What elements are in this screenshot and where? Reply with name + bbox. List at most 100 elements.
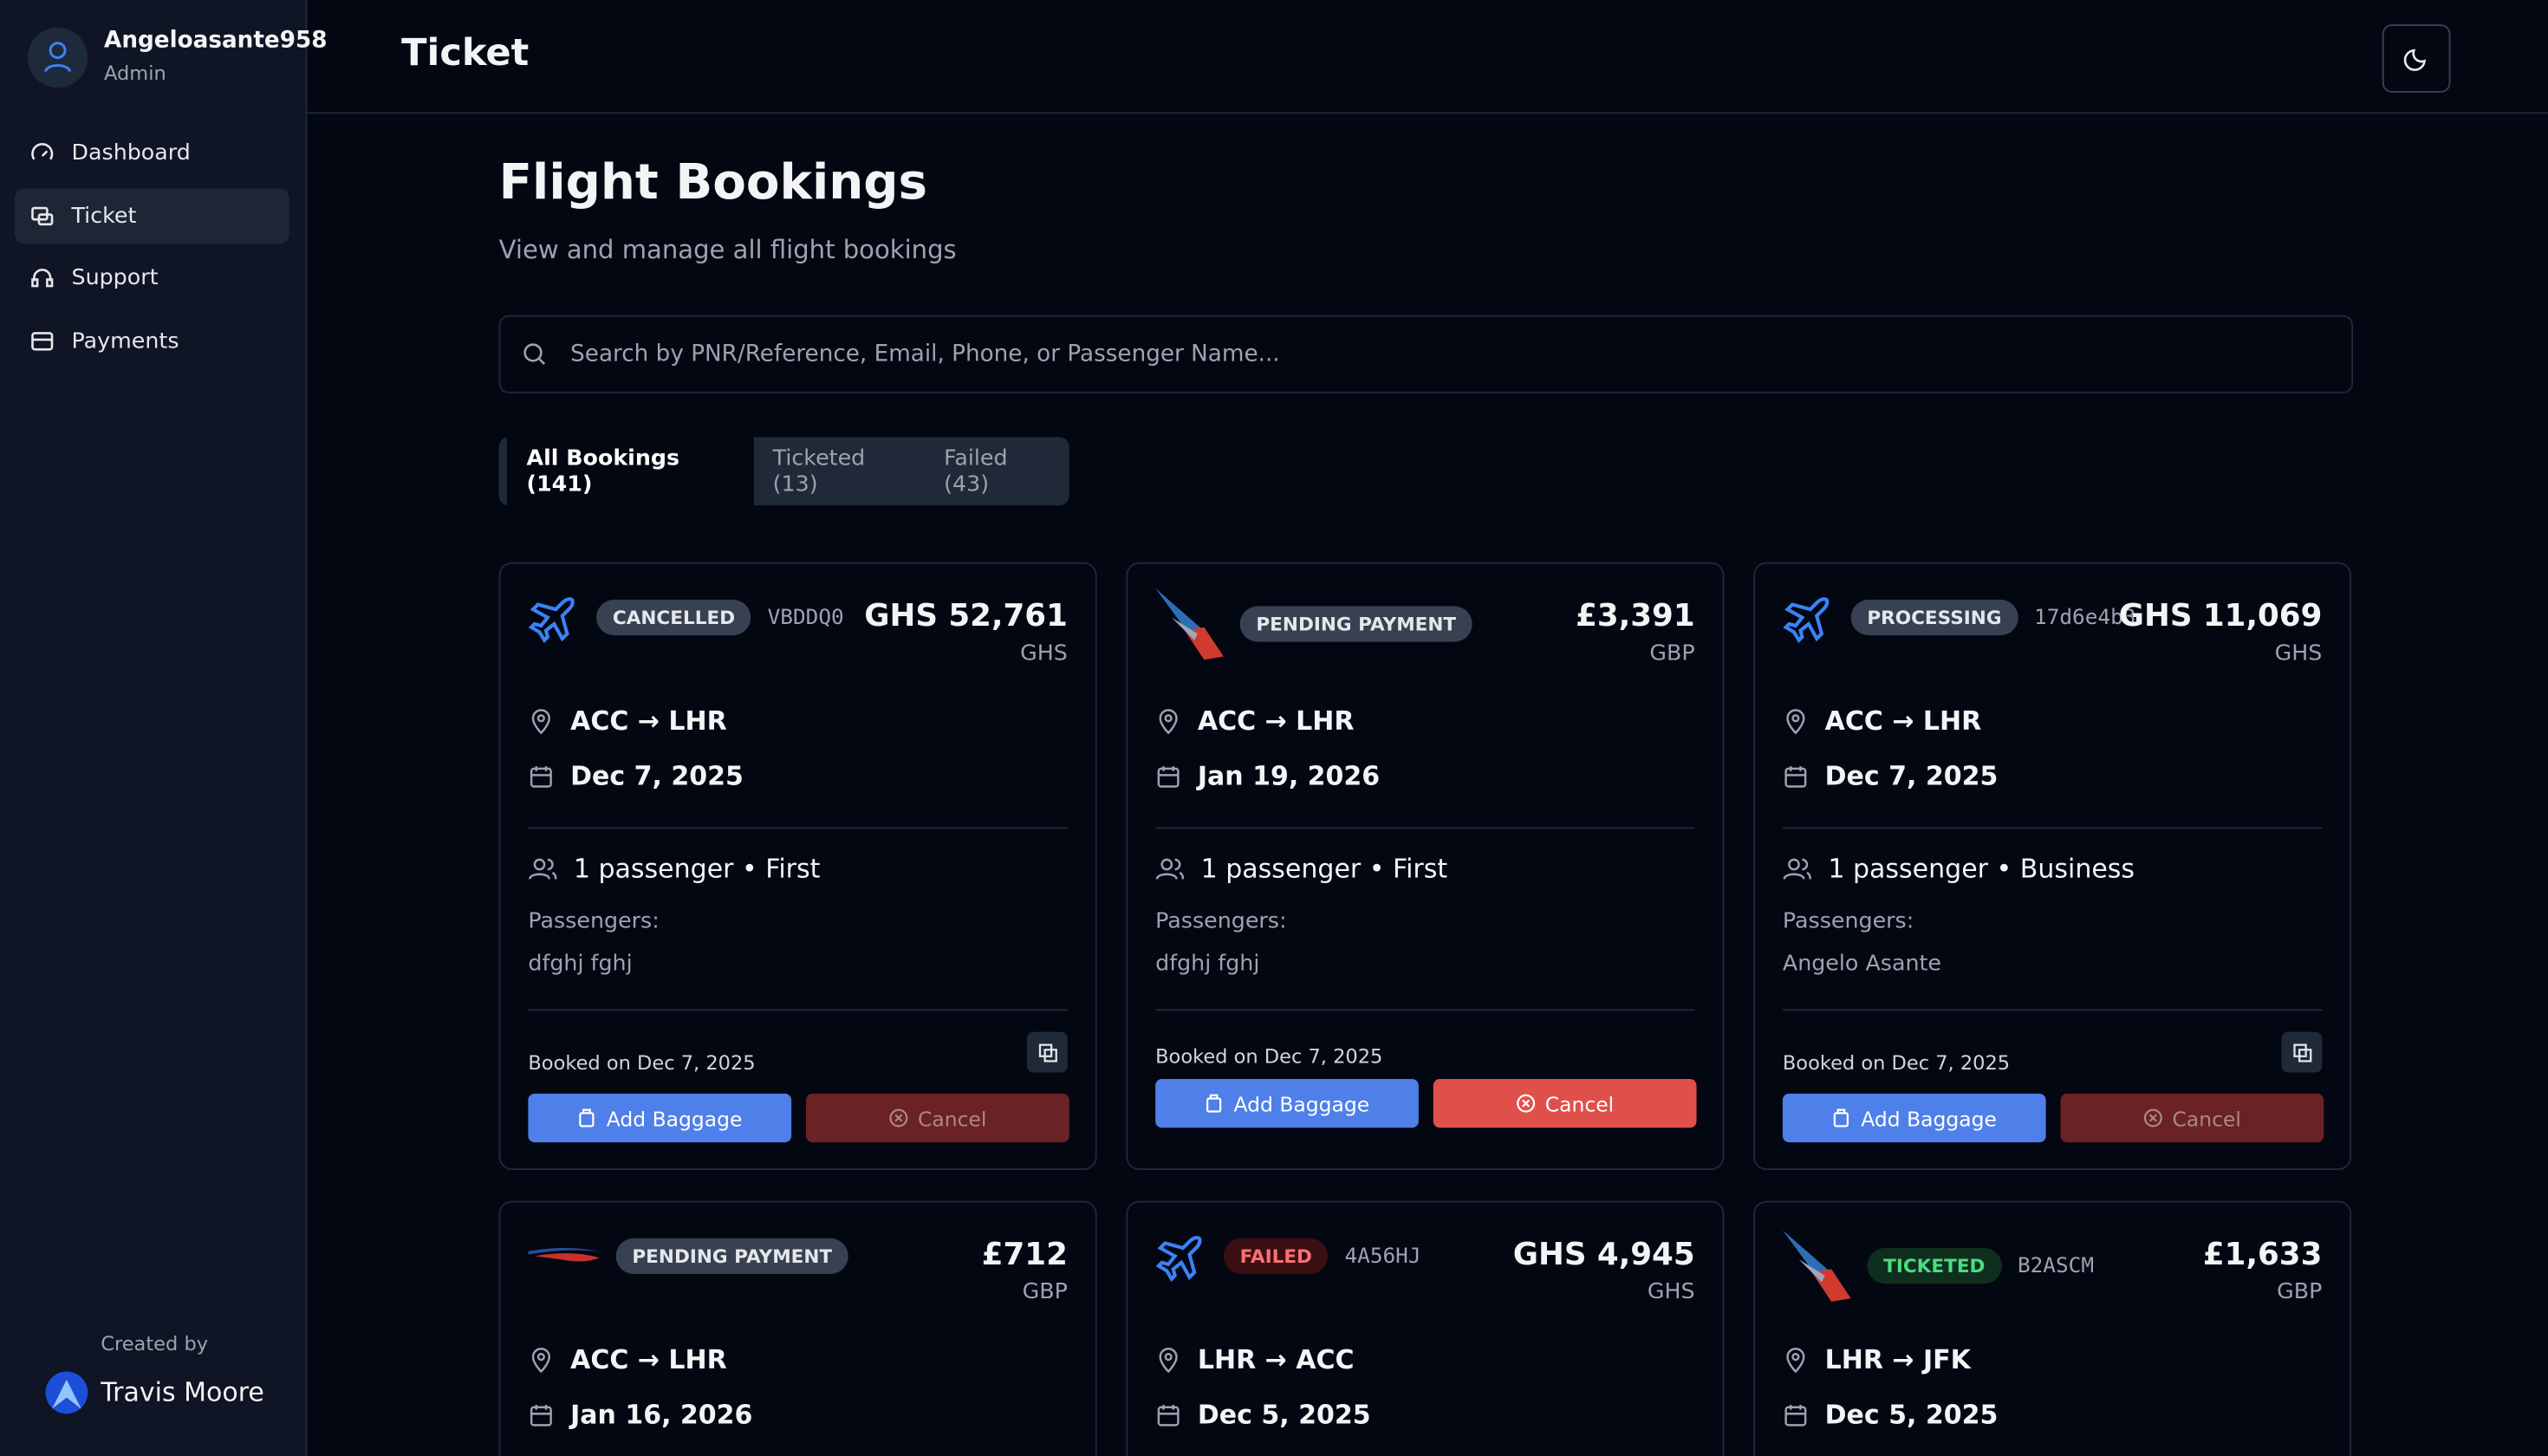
- tab[interactable]: Ticketed (13): [772, 445, 866, 497]
- reference: B2ASCM: [2017, 1253, 2095, 1278]
- booked-on: Booked on Dec 7, 2025: [1155, 1044, 1383, 1068]
- nav-item[interactable]: Payments: [15, 313, 289, 368]
- button-label: Add Baggage: [1233, 1091, 1370, 1116]
- nav-item[interactable]: Dashboard: [15, 125, 289, 180]
- theme-toggle[interactable]: [2382, 24, 2451, 93]
- date: Dec 5, 2025: [1824, 1399, 1999, 1430]
- amount: £3,391: [1576, 598, 1695, 634]
- tab[interactable]: All Bookings (141): [507, 432, 754, 510]
- passenger-summary: 1 passenger • First: [1200, 853, 1448, 884]
- date: Dec 7, 2025: [1824, 760, 1999, 792]
- airline-logo: [528, 1248, 600, 1262]
- date: Dec 5, 2025: [1197, 1399, 1371, 1430]
- nav-item[interactable]: Ticket: [14, 187, 289, 244]
- copy-button[interactable]: [1027, 1031, 1068, 1073]
- add-baggage-button[interactable]: Add Baggage: [1155, 1079, 1419, 1128]
- tabs: All Bookings (141) Ticketed (13) Failed (4…: [498, 432, 1069, 510]
- button-label: Add Baggage: [606, 1105, 743, 1131]
- plane-icon: [528, 597, 575, 644]
- status-badge: CANCELLED: [596, 599, 751, 636]
- reference: 4A56HJ: [1344, 1244, 1421, 1269]
- search[interactable]: Search by PNR/Reference, Email, Phone, o…: [498, 315, 2353, 393]
- user-name: Angeloasante958: [104, 27, 328, 54]
- route: ACC → LHR: [1824, 705, 1982, 737]
- currency: GBP: [1022, 1278, 1068, 1305]
- passenger-summary: 1 passenger • First: [573, 853, 821, 884]
- booked-on: Booked on Dec 7, 2025: [528, 1051, 756, 1075]
- passenger-names: Angelo Asante: [1782, 950, 1942, 977]
- copy-button[interactable]: [2281, 1031, 2323, 1073]
- status-badge: FAILED: [1223, 1238, 1329, 1274]
- tab[interactable]: Failed (43): [944, 445, 1008, 497]
- button-label: Add Baggage: [1861, 1105, 1997, 1131]
- page-subtitle: View and manage all flight bookings: [498, 235, 957, 265]
- route: ACC → LHR: [570, 1343, 727, 1375]
- header: [307, 0, 2548, 114]
- passengers-label: Passengers:: [1782, 908, 1914, 935]
- nav-label: Dashboard: [71, 140, 191, 166]
- airline-logo: [1782, 1230, 1851, 1302]
- header-title: Ticket: [401, 32, 530, 75]
- search-placeholder: Search by PNR/Reference, Email, Phone, o…: [570, 341, 1280, 367]
- status-badge: PENDING PAYMENT: [1239, 606, 1472, 642]
- booking-card: PENDING PAYMENT £712 GBP ACC → LHR Jan 16, 2…: [498, 1200, 1097, 1456]
- currency: GHS: [2274, 640, 2323, 666]
- amount: £1,633: [2202, 1236, 2323, 1273]
- passenger-names: dfghj fghj: [528, 950, 633, 977]
- button-label: Cancel: [1544, 1091, 1615, 1116]
- currency: GBP: [1649, 640, 1695, 666]
- created-by: Created by: [101, 1332, 209, 1355]
- date: Jan 19, 2026: [1197, 760, 1381, 792]
- cancel-button[interactable]: Cancel: [1433, 1079, 1697, 1128]
- passengers-label: Passengers:: [1155, 908, 1287, 935]
- plane-icon: [1783, 597, 1830, 644]
- status-badge: PROCESSING: [1850, 599, 2018, 636]
- cancel-button[interactable]: Cancel: [806, 1093, 1069, 1143]
- amount: GHS 4,945: [1512, 1236, 1695, 1273]
- amount: GHS 52,761: [864, 598, 1068, 634]
- page-title: Flight Bookings: [498, 154, 928, 211]
- booking-card: TICKETED B2ASCM £1,633 GBP LHR → JFK Dec 5, 2…: [1753, 1200, 2352, 1456]
- nav-item[interactable]: Support: [15, 250, 289, 306]
- reference: 17d6e4b3: [2034, 605, 2136, 630]
- nav-label: Payments: [71, 327, 179, 354]
- amount: £712: [981, 1236, 1068, 1273]
- user-role: Admin: [104, 62, 166, 85]
- airline-logo: [1155, 588, 1224, 660]
- avatar: [27, 27, 88, 88]
- route: ACC → LHR: [570, 705, 727, 737]
- booking-card: FAILED 4A56HJ GHS 4,945 GHS LHR → ACC Dec 5, …: [1126, 1200, 1725, 1456]
- nav-label: Ticket: [71, 202, 137, 229]
- passengers-label: Passengers:: [528, 908, 660, 935]
- sidebar: Angeloasante958 Admin Dashboard Ticket Sup…: [0, 0, 328, 1456]
- booking-card: CANCELLED VBDDQ0 GHS 52,761 GHS ACC → LHR Dec…: [498, 562, 1097, 1170]
- currency: GHS: [1647, 1278, 1695, 1305]
- nav-label: Support: [71, 264, 159, 291]
- status-badge: TICKETED: [1867, 1248, 2002, 1284]
- route: LHR → JFK: [1824, 1343, 1971, 1375]
- route: LHR → ACC: [1197, 1343, 1355, 1375]
- plane-icon: [1155, 1235, 1202, 1282]
- currency: GHS: [1020, 640, 1068, 666]
- date: Dec 7, 2025: [570, 760, 744, 792]
- button-label: Cancel: [2172, 1105, 2241, 1131]
- booked-on: Booked on Dec 7, 2025: [1782, 1051, 2011, 1075]
- passenger-summary: 1 passenger • Business: [1828, 853, 2135, 884]
- currency: GBP: [2277, 1278, 2323, 1305]
- reference: VBDDQ0: [767, 605, 844, 630]
- passenger-names: dfghj fghj: [1155, 950, 1260, 977]
- booking-card: PENDING PAYMENT £3,391 GBP ACC → LHR Jan 19,…: [1126, 562, 1725, 1170]
- route: ACC → LHR: [1197, 705, 1355, 737]
- author: Travis Moore: [101, 1376, 264, 1407]
- add-baggage-button[interactable]: Add Baggage: [528, 1093, 792, 1143]
- amount: GHS 11,069: [2118, 598, 2323, 634]
- booking-card: PROCESSING 17d6e4b3 GHS 11,069 GHS ACC → LHR…: [1753, 562, 2352, 1170]
- author-logo: [45, 1371, 88, 1414]
- cancel-button[interactable]: Cancel: [2060, 1093, 2324, 1143]
- button-label: Cancel: [918, 1105, 987, 1131]
- main: Ticket Flight Bookings View and manage a…: [307, 0, 2548, 1456]
- add-baggage-button[interactable]: Add Baggage: [1782, 1093, 2046, 1143]
- status-badge: PENDING PAYMENT: [615, 1238, 848, 1274]
